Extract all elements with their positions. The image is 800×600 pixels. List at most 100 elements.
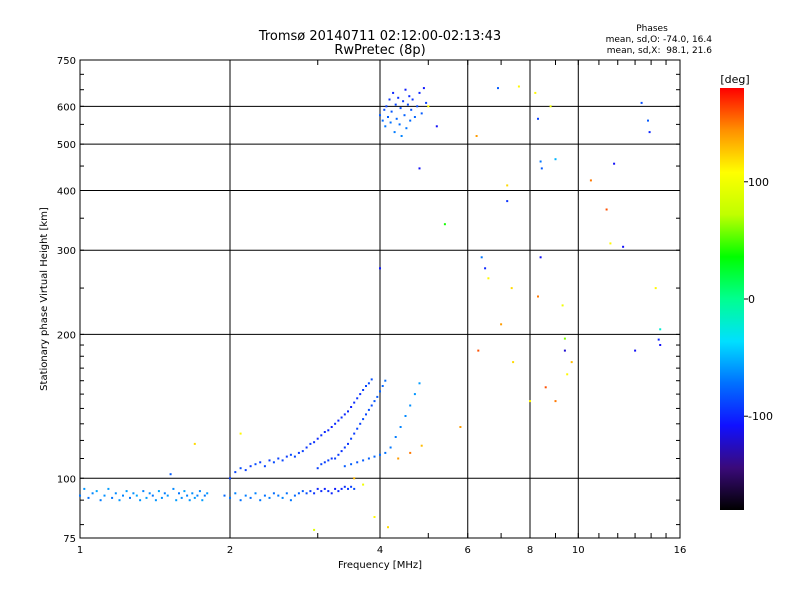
data-point (356, 461, 359, 464)
data-point (244, 494, 247, 497)
data-point (422, 87, 425, 90)
data-point (135, 494, 138, 497)
y-tick-label: 750 (57, 56, 76, 67)
data-point (397, 96, 400, 99)
data-point (634, 349, 637, 352)
data-point (484, 267, 487, 270)
data-point (323, 431, 326, 433)
data-point (259, 499, 262, 502)
data-point (443, 223, 446, 226)
data-point (129, 496, 131, 499)
x-tick-label: 10 (572, 545, 585, 556)
x-tick-label: 4 (377, 545, 383, 556)
data-point (353, 401, 356, 404)
data-point (394, 103, 397, 106)
data-point (148, 492, 151, 495)
data-point (387, 116, 389, 118)
data-point (640, 101, 643, 104)
data-point (373, 516, 376, 518)
data-point (589, 179, 592, 182)
data-point (277, 457, 280, 460)
data-point (337, 490, 340, 493)
data-point (343, 465, 346, 468)
data-point (418, 167, 421, 170)
data-point (605, 208, 608, 211)
data-point (563, 337, 566, 340)
data-point (390, 110, 393, 113)
data-point (413, 116, 416, 118)
data-point (305, 492, 308, 495)
data-point (408, 95, 411, 98)
data-point (178, 492, 180, 495)
data-point (313, 528, 316, 531)
data-point (500, 323, 503, 326)
data-point (277, 494, 280, 497)
data-point (347, 487, 349, 490)
x-axis-label: Frequency [MHz] (338, 560, 422, 571)
data-point (330, 457, 333, 460)
data-point (365, 413, 367, 416)
data-point (239, 467, 242, 470)
data-point (566, 373, 569, 376)
data-point (297, 492, 300, 495)
data-point (416, 105, 419, 108)
data-point (648, 131, 651, 134)
data-point (402, 100, 405, 103)
data-point (370, 404, 373, 407)
y-tick-label: 500 (57, 140, 76, 151)
data-point (350, 463, 353, 466)
x-tick-label: 6 (465, 545, 471, 556)
colorbar-tick-label: 0 (748, 293, 755, 306)
data-point (118, 499, 121, 502)
data-point (125, 490, 128, 493)
data-point (163, 492, 166, 495)
data-point (398, 123, 401, 126)
data-point (111, 496, 114, 499)
data-point (353, 487, 356, 490)
data-point (263, 465, 266, 468)
data-point (510, 287, 513, 290)
data-point (99, 499, 102, 502)
data-point (95, 490, 98, 493)
data-point (268, 496, 271, 499)
y-tick-label: 300 (57, 246, 76, 257)
data-point (301, 450, 304, 453)
data-point (347, 442, 349, 445)
data-point (244, 469, 247, 472)
data-point (320, 434, 323, 437)
data-point (367, 382, 370, 385)
data-point (506, 184, 509, 187)
data-point (263, 494, 266, 497)
data-point (373, 455, 376, 458)
data-point (399, 426, 402, 428)
data-point (103, 494, 106, 497)
stats-line-x: mean, sd,X: 98.1, 21.6 (607, 46, 713, 56)
data-point (343, 413, 346, 416)
data-point (359, 393, 362, 396)
data-point (191, 492, 194, 495)
data-point (327, 490, 330, 493)
data-point (393, 131, 396, 134)
data-point (403, 114, 406, 117)
data-point (327, 429, 330, 432)
data-point (201, 499, 204, 502)
data-point (537, 117, 539, 120)
x-tick-label: 2 (227, 545, 233, 556)
data-point (622, 245, 625, 248)
data-point (234, 492, 237, 495)
data-point (654, 287, 657, 290)
data-point (249, 496, 252, 499)
data-point (343, 485, 346, 488)
data-point (506, 200, 509, 203)
data-point (387, 526, 389, 529)
data-point (350, 406, 353, 408)
y-tick-label: 75 (63, 534, 76, 545)
data-point (229, 477, 231, 480)
data-point (172, 487, 175, 490)
data-point (330, 492, 333, 495)
data-point (404, 415, 407, 417)
data-point (409, 404, 412, 407)
data-point (399, 107, 402, 110)
data-point (359, 422, 362, 425)
data-point (79, 494, 81, 497)
